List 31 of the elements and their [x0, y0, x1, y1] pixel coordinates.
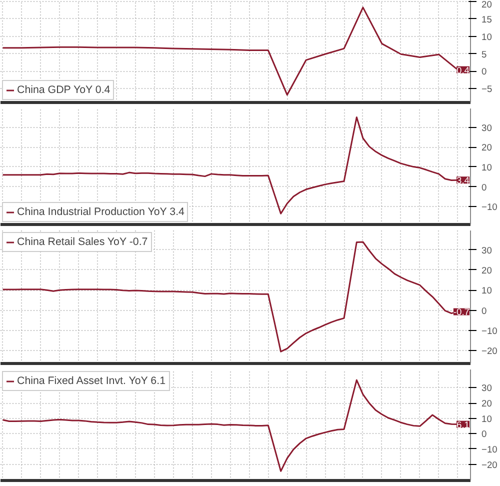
legend-label: China GDP YoY 0.4 [17, 84, 110, 96]
y-tick-label: −20 [482, 346, 498, 356]
y-tick-label: 5 [482, 49, 487, 60]
legend-label: China Fixed Asset Invt. YoY 6.1 [17, 375, 166, 387]
y-tick-label: 10 [482, 286, 492, 296]
y-tick-label: 15 [482, 14, 492, 24]
legend-label: China Industrial Production YoY 3.4 [17, 206, 184, 218]
y-tick-label: 30 [482, 383, 492, 394]
y-tick-label: 20 [482, 398, 492, 409]
data-label: 3.4 [456, 176, 470, 186]
y-tick-label: 30 [482, 122, 492, 133]
y-tick-label: 0 [482, 429, 487, 440]
y-tick-label: −10 [482, 444, 498, 454]
y-tick-label: −10 [482, 202, 498, 212]
data-label: 0.4 [456, 65, 470, 76]
text: China Retail Sales YoY -0.7 [17, 236, 148, 248]
y-tick-label: 20 [482, 142, 492, 153]
y-tick-label: −5 [482, 84, 492, 94]
y-tick-label: 20 [482, 0, 492, 10]
y-tick-label: 10 [482, 162, 492, 172]
y-tick-label: −10 [482, 326, 498, 336]
y-tick-label: 10 [482, 32, 492, 42]
data-label: -0.7 [453, 307, 470, 318]
data-label: 6.1 [456, 420, 470, 430]
y-tick-label: 0 [482, 306, 487, 316]
y-tick-label: 10 [482, 414, 492, 424]
y-tick-label: −20 [482, 460, 498, 470]
y-tick-label: 0 [482, 66, 487, 77]
y-tick-label: 20 [482, 265, 492, 276]
y-tick-label: 30 [482, 245, 492, 256]
y-tick-label: 0 [482, 182, 487, 192]
